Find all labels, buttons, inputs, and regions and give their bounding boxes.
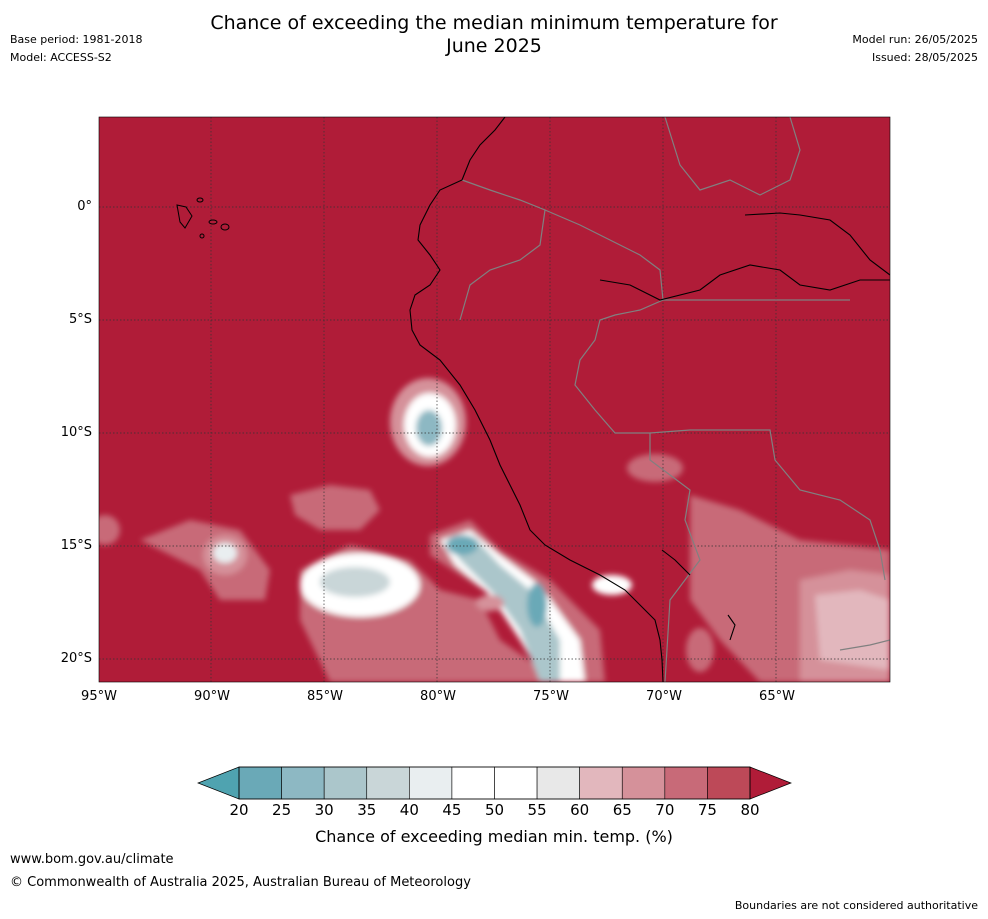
- model-run-label: Model run: 26/05/2025: [852, 33, 978, 46]
- colorbar-tick-label: 30: [314, 801, 334, 819]
- contour-west-40: [213, 543, 237, 563]
- contour-east-60: [815, 590, 890, 670]
- colorbar-cell: [707, 766, 751, 800]
- lat-tick-5s: 5°S: [68, 312, 92, 327]
- colorbar-cell: [366, 766, 410, 800]
- map-area: [99, 117, 890, 682]
- contour-coast-20b: [527, 583, 547, 627]
- probability-contours: [99, 378, 890, 682]
- contour-west-edge: [99, 515, 120, 545]
- galapagos-islands: [176, 197, 230, 239]
- colorbar: [197, 766, 792, 800]
- lon-tick-75w: 75°W: [533, 689, 569, 704]
- map-frame: [98, 116, 891, 683]
- colorbar-cell: [409, 766, 453, 800]
- issued-label: Issued: 28/05/2025: [871, 51, 978, 64]
- lon-tick-65w: 65°W: [759, 689, 795, 704]
- colorbar-tick-label: 50: [484, 801, 505, 819]
- contour-coast-65: [476, 595, 504, 611]
- lat-tick-0: 0°: [77, 199, 92, 214]
- colorbar-cells: [238, 766, 751, 800]
- colorbar-tick-label: 60: [570, 801, 590, 819]
- colorbar-cell: [664, 766, 708, 800]
- colorbar-cell: [238, 766, 282, 800]
- model-label: Model: ACCESS-S2: [10, 51, 112, 64]
- colorbar-high-arrow: [749, 766, 792, 800]
- contour-north-70: [290, 485, 380, 530]
- lon-tick-90w: 90°W: [194, 689, 230, 704]
- contour-andes-70: [686, 628, 714, 672]
- disclaimer-text: Boundaries are not considered authoritat…: [734, 899, 978, 912]
- map-title-line2: June 2025: [446, 35, 542, 57]
- colorbar-cell: [621, 766, 666, 800]
- contour-coast-20a: [446, 535, 478, 555]
- colorbar-cell: [451, 766, 495, 800]
- colorbar-frame: [238, 766, 751, 800]
- contour-coast-35: [450, 538, 560, 682]
- colorbar-cell: [494, 766, 538, 800]
- coastline: [409, 117, 890, 682]
- copyright-text: © Commonwealth of Australia 2025, Austra…: [10, 875, 471, 890]
- colorbar-tick-label: 70: [655, 801, 675, 819]
- contour-coast-small: [592, 575, 632, 595]
- contour-inland-70: [627, 454, 683, 482]
- map-title: Chance of exceeding the median minimum t…: [0, 12, 988, 58]
- colorbar-tick-label: 40: [399, 801, 419, 819]
- map-title-line1: Chance of exceeding the median minimum t…: [210, 12, 778, 34]
- colorbar-tick-label: 80: [740, 801, 760, 819]
- colorbar-tick-label: 20: [229, 801, 249, 819]
- colorbar-tick-label: 75: [697, 801, 717, 819]
- colorbar-cell: [579, 766, 623, 800]
- website-link[interactable]: www.bom.gov.au/climate: [10, 852, 174, 867]
- colorbar-tick-label: 45: [442, 801, 462, 819]
- colorbar-tick-label: 65: [612, 801, 632, 819]
- colorbar-cell: [281, 766, 325, 800]
- lat-tick-15s: 15°S: [60, 538, 92, 553]
- colorbar-tick-label: 25: [272, 801, 292, 819]
- colorbar-tick-label: 55: [527, 801, 547, 819]
- gridlines: [99, 117, 890, 682]
- country-borders: [459, 117, 890, 682]
- contour-cool-25: [416, 410, 442, 446]
- lon-tick-70w: 70°W: [646, 689, 682, 704]
- colorbar-tick-label: 35: [357, 801, 377, 819]
- colorbar-label: Chance of exceeding median min. temp. (%…: [315, 827, 673, 846]
- colorbar-cell: [536, 766, 580, 800]
- contour-central-35: [320, 567, 390, 597]
- base-period-label: Base period: 1981-2018: [10, 33, 143, 46]
- lon-tick-95w: 95°W: [81, 689, 117, 704]
- lat-tick-10s: 10°S: [60, 425, 92, 440]
- lon-tick-85w: 85°W: [307, 689, 343, 704]
- lon-tick-80w: 80°W: [420, 689, 456, 704]
- lat-tick-20s: 20°S: [60, 651, 92, 666]
- colorbar-cell: [323, 766, 368, 800]
- colorbar-low-arrow: [197, 766, 240, 800]
